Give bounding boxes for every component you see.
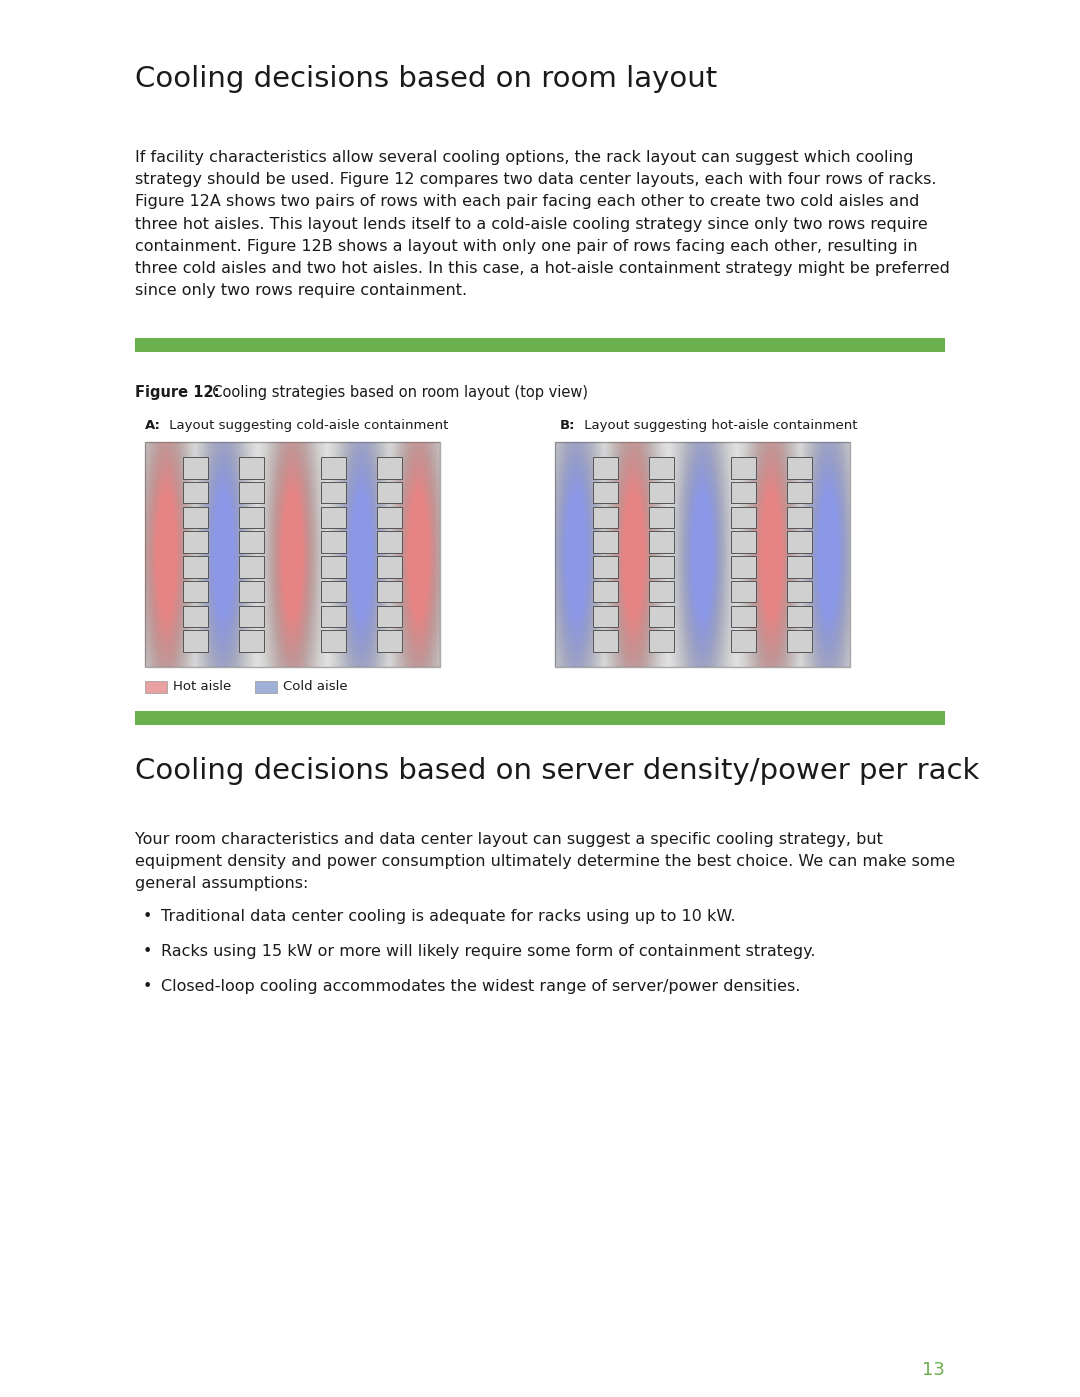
Bar	[135, 711, 945, 725]
Bar	[377, 482, 403, 503]
Bar	[377, 531, 403, 553]
Bar	[649, 556, 674, 577]
Bar	[649, 630, 674, 652]
Bar	[593, 482, 618, 503]
Bar	[649, 457, 674, 479]
Bar	[377, 556, 403, 577]
Bar	[377, 630, 403, 652]
Bar	[145, 680, 167, 693]
Text: Cold aisle: Cold aisle	[283, 680, 348, 693]
Bar	[183, 457, 207, 479]
Bar	[593, 457, 618, 479]
Bar	[731, 630, 756, 652]
Bar	[183, 606, 207, 627]
Text: Hot aisle: Hot aisle	[173, 680, 231, 693]
Bar	[135, 338, 945, 352]
Text: 13: 13	[922, 1361, 945, 1379]
Bar	[239, 606, 264, 627]
Text: •: •	[143, 944, 152, 958]
Text: Racks using 15 kW or more will likely require some form of containment strategy.: Racks using 15 kW or more will likely re…	[161, 944, 815, 958]
Bar	[377, 606, 403, 627]
Bar	[731, 606, 756, 627]
Bar	[649, 606, 674, 627]
Bar	[649, 482, 674, 503]
Bar	[239, 581, 264, 602]
Bar	[321, 507, 347, 528]
Bar	[321, 630, 347, 652]
Bar	[239, 457, 264, 479]
Bar	[555, 441, 850, 666]
Bar	[593, 630, 618, 652]
Text: If facility characteristics allow several cooling options, the rack layout can s: If facility characteristics allow severa…	[135, 149, 950, 298]
Text: Traditional data center cooling is adequate for racks using up to 10 kW.: Traditional data center cooling is adequ…	[161, 909, 735, 923]
Bar	[239, 507, 264, 528]
Bar	[239, 531, 264, 553]
Text: Layout suggesting cold-aisle containment: Layout suggesting cold-aisle containment	[165, 419, 448, 432]
Text: Your room characteristics and data center layout can suggest a specific cooling : Your room characteristics and data cente…	[135, 833, 955, 891]
Bar	[239, 630, 264, 652]
Bar	[255, 680, 276, 693]
Bar	[183, 482, 207, 503]
Text: Layout suggesting hot-aisle containment: Layout suggesting hot-aisle containment	[580, 419, 858, 432]
Text: B:: B:	[561, 419, 576, 432]
Bar	[787, 581, 812, 602]
Text: Closed-loop cooling accommodates the widest range of server/power densities.: Closed-loop cooling accommodates the wid…	[161, 979, 800, 995]
Bar	[377, 457, 403, 479]
Bar	[321, 581, 347, 602]
Bar	[787, 482, 812, 503]
Text: Cooling decisions based on room layout: Cooling decisions based on room layout	[135, 66, 717, 94]
Bar	[239, 556, 264, 577]
Bar	[787, 531, 812, 553]
Bar	[593, 606, 618, 627]
Bar	[593, 507, 618, 528]
Bar	[377, 581, 403, 602]
Bar	[145, 441, 440, 666]
Text: •: •	[143, 979, 152, 995]
Text: •: •	[143, 909, 152, 923]
Bar	[649, 581, 674, 602]
Bar	[731, 581, 756, 602]
Bar	[321, 457, 347, 479]
Bar	[321, 556, 347, 577]
Bar	[731, 482, 756, 503]
Bar	[593, 556, 618, 577]
Bar	[377, 507, 403, 528]
Bar	[183, 507, 207, 528]
Bar	[321, 606, 347, 627]
Bar	[787, 630, 812, 652]
Bar	[731, 531, 756, 553]
Bar	[731, 457, 756, 479]
Bar	[787, 556, 812, 577]
Bar	[183, 556, 207, 577]
Bar	[239, 482, 264, 503]
Bar	[649, 507, 674, 528]
Bar	[787, 457, 812, 479]
Bar	[649, 531, 674, 553]
Bar	[593, 581, 618, 602]
Text: A:: A:	[145, 419, 161, 432]
Text: Cooling strategies based on room layout (top view): Cooling strategies based on room layout …	[203, 386, 588, 400]
Bar	[183, 581, 207, 602]
Bar	[787, 606, 812, 627]
Bar	[183, 531, 207, 553]
Bar	[593, 531, 618, 553]
Bar	[731, 556, 756, 577]
Text: Figure 12:: Figure 12:	[135, 386, 219, 400]
Bar	[321, 482, 347, 503]
Text: Cooling decisions based on server density/power per rack: Cooling decisions based on server densit…	[135, 757, 980, 785]
Bar	[731, 507, 756, 528]
Bar	[321, 531, 347, 553]
Bar	[183, 630, 207, 652]
Bar	[787, 507, 812, 528]
